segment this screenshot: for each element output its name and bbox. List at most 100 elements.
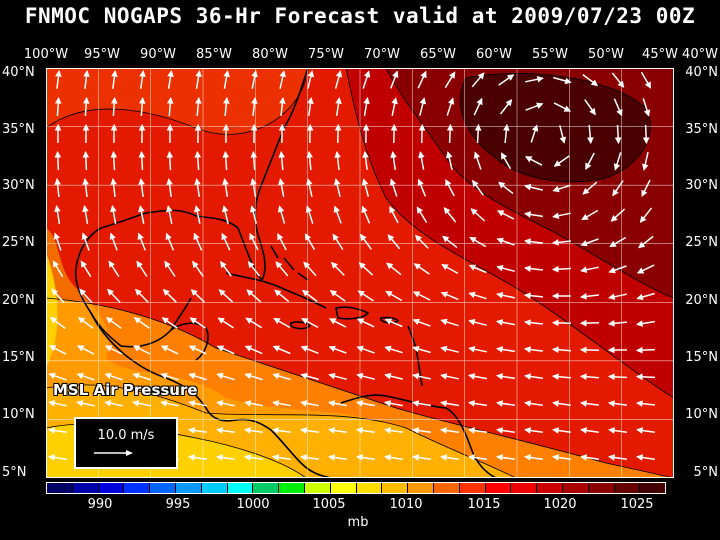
wind-vector-head xyxy=(579,346,587,354)
wind-vector-head xyxy=(563,105,571,112)
colorbar-swatch xyxy=(459,483,486,493)
wind-vector-head xyxy=(392,70,399,78)
colorbar-label: 995 xyxy=(165,497,191,512)
colorbar-label: 1005 xyxy=(312,497,346,512)
wind-vector-head xyxy=(443,207,451,215)
wind-vector-head xyxy=(53,232,61,240)
wind-vector-head xyxy=(307,70,315,78)
wind-vector-head xyxy=(244,372,252,380)
wind-vector-head xyxy=(608,400,615,407)
wind-vector-head xyxy=(440,345,448,353)
colorbar-label: 1010 xyxy=(389,497,423,512)
wind-vector-head xyxy=(361,205,368,214)
lon-label: 65°W xyxy=(420,47,456,62)
wind-vector-head xyxy=(636,454,644,461)
wind-vector-head xyxy=(418,151,425,159)
wind-vector-head xyxy=(412,291,421,298)
lon-label: 70°W xyxy=(364,47,400,62)
wind-vector-head xyxy=(192,260,199,269)
wind-vector-head xyxy=(82,96,90,104)
lon-label: 75°W xyxy=(308,47,344,62)
wind-vector-head xyxy=(188,400,196,407)
wind-vector-head xyxy=(362,151,369,158)
wind-vector-head xyxy=(329,290,338,297)
wind-vector-head xyxy=(335,70,343,78)
lat-lon-grid xyxy=(46,68,674,478)
wind-vector-head xyxy=(216,454,224,461)
wind-vector-head xyxy=(251,96,258,104)
wind-vector-head xyxy=(110,205,117,213)
wind-vector-head xyxy=(608,293,616,301)
wind-vector-head xyxy=(496,264,504,272)
lon-label: 95°W xyxy=(84,47,120,62)
band-1023 xyxy=(460,73,651,182)
wind-vector-head xyxy=(468,427,476,434)
wind-vector-head xyxy=(110,96,118,104)
wind-vector-head xyxy=(639,215,647,223)
wind-vector-head xyxy=(523,400,532,407)
wind-vector-head xyxy=(104,345,113,352)
wind-vector-head xyxy=(160,372,168,380)
wind-vector-head xyxy=(165,232,172,240)
wind-vector-head xyxy=(220,260,227,269)
lat-label: 20°N xyxy=(2,293,35,308)
wind-vector-head xyxy=(523,265,531,272)
wind-vector-head xyxy=(386,262,394,270)
wind-vector-head xyxy=(138,178,145,185)
wind-vector-head xyxy=(48,372,56,380)
wind-vector-head xyxy=(279,70,286,78)
wind-vector-head xyxy=(445,179,452,187)
wind-vector-head xyxy=(497,210,505,217)
wind-vector-head xyxy=(195,96,202,104)
wind-vector-head xyxy=(83,70,90,77)
wind-vector-head xyxy=(413,263,421,270)
wind-vector-head xyxy=(496,427,504,434)
wind-vector-head xyxy=(638,241,646,249)
wind-vector-head xyxy=(250,123,258,131)
jamaica-coastline xyxy=(290,321,311,330)
wind-vector-head xyxy=(222,123,230,131)
wind-vector-head xyxy=(138,205,145,213)
south-america-coastline xyxy=(340,394,497,478)
wind-vector-head xyxy=(138,123,146,131)
wind-vector-head xyxy=(472,179,479,188)
wind-vector-head xyxy=(166,150,174,158)
wind-vector-head xyxy=(329,318,337,325)
gulf-coast-low xyxy=(46,253,58,368)
wind-vector-head xyxy=(582,187,590,195)
wind-vector-head xyxy=(307,97,314,105)
wind-vector-head xyxy=(105,317,114,324)
wind-vector-head xyxy=(188,345,197,352)
wind-vector-head xyxy=(274,289,282,297)
wind-vector-head xyxy=(551,239,559,246)
wind-vector-head xyxy=(82,150,90,158)
wind-vector-head xyxy=(305,205,313,213)
wind-vector-head xyxy=(77,317,86,324)
lat-label: 20°N xyxy=(685,293,718,308)
wind-vector-head xyxy=(636,427,644,434)
wind-vector-head xyxy=(473,151,481,159)
wind-vector-head xyxy=(221,232,228,241)
wind-scale-value: 10.0 m/s xyxy=(97,428,155,443)
wind-vector-head xyxy=(160,400,168,407)
lon-label: 50°W xyxy=(588,47,624,62)
wind-vector-head xyxy=(48,454,56,461)
wind-vector-head xyxy=(194,123,202,131)
wind-vector-head xyxy=(110,123,118,131)
wind-vector-head xyxy=(635,373,643,381)
puerto-rico-coastline xyxy=(380,316,399,324)
wind-vector-head xyxy=(474,123,482,131)
wind-vector-head xyxy=(166,178,173,186)
wind-vector-head xyxy=(132,399,140,407)
wind-vector-head xyxy=(384,345,392,353)
wind-vector-head xyxy=(216,345,225,352)
wind-vector-head xyxy=(590,79,599,87)
wind-vector-head xyxy=(468,373,476,380)
wind-vector-head xyxy=(587,137,594,145)
wind-vector-head xyxy=(612,189,619,197)
wind-vector-head xyxy=(384,400,392,407)
lon-label: 100°W xyxy=(23,47,69,62)
colorbar-swatch xyxy=(330,483,357,493)
colorbar-swatch xyxy=(201,483,228,493)
